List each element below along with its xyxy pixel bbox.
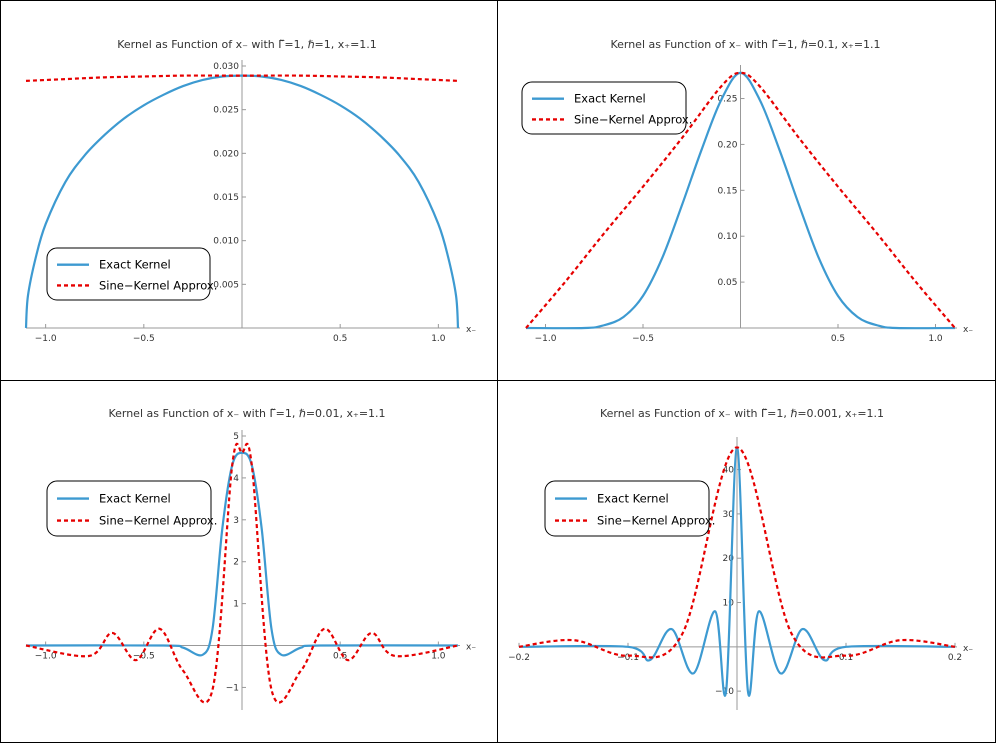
legend: Exact Kernel Sine−Kernel Approx. xyxy=(544,480,715,537)
x-tick-label: −0.2 xyxy=(508,653,530,663)
x-tick-label: 0.1 xyxy=(839,653,853,663)
chart-3: Kernel as Function of x₋ with Γ̃=1, ℏ=0.… xyxy=(25,407,476,710)
x-tick-label: 1.0 xyxy=(431,652,446,662)
x-tick-label: 1.0 xyxy=(928,334,943,344)
legend-label-sine: Sine−Kernel Approx. xyxy=(597,514,715,528)
legend: Exact Kernel Sine−Kernel Approx. xyxy=(46,480,217,537)
chart-panel-1: Kernel as Function of x₋ with Γ̃=1, ℏ=1,… xyxy=(0,0,498,381)
y-tick-label: 0.015 xyxy=(213,193,239,203)
y-tick-label: 0.025 xyxy=(213,106,239,116)
chart-panel-2: Kernel as Function of x₋ with Γ̃=1, ℏ=0.… xyxy=(497,0,996,381)
legend-box xyxy=(46,247,211,301)
x-tick-label: −0.5 xyxy=(133,652,155,662)
legend-box xyxy=(544,480,710,537)
x-axis-label: x₋ xyxy=(466,643,476,653)
legend: Exact Kernel Sine−Kernel Approx. xyxy=(521,81,692,135)
sine-kernel-line xyxy=(25,74,459,82)
x-tick-label: −1.0 xyxy=(35,652,57,662)
x-axis-label: x₋ xyxy=(963,644,973,654)
y-tick-label: −1 xyxy=(226,683,239,693)
x-tick-label: −0.5 xyxy=(632,334,654,344)
legend-label-exact: Exact Kernel xyxy=(597,492,669,506)
chart-title: Kernel as Function of x₋ with Γ̃=1, ℏ=1,… xyxy=(117,38,377,51)
y-tick-label: 0.010 xyxy=(213,237,239,247)
x-tick-label: 0.5 xyxy=(333,334,347,344)
x-tick-label: 0.2 xyxy=(948,653,962,663)
chart-title: Kernel as Function of x₋ with Γ̃=1, ℏ=0.… xyxy=(108,407,385,420)
chart-title: Kernel as Function of x₋ with Γ̃=1, ℏ=0.… xyxy=(600,407,884,420)
chart-panel-3: Kernel as Function of x₋ with Γ̃=1, ℏ=0.… xyxy=(0,380,498,743)
x-tick-label: −1.0 xyxy=(35,334,57,344)
y-tick-label: 0.05 xyxy=(717,278,737,288)
legend-label-exact: Exact Kernel xyxy=(574,92,646,106)
exact-kernel-line xyxy=(25,451,459,657)
x-axis-label: x₋ xyxy=(466,325,476,335)
chart-4: Kernel as Function of x₋ with Γ̃=1, ℏ=0.… xyxy=(508,407,973,710)
y-tick-label: 0.10 xyxy=(717,232,737,242)
sine-kernel-line xyxy=(518,446,956,659)
chart-panel-4: Kernel as Function of x₋ with Γ̃=1, ℏ=0.… xyxy=(497,380,996,743)
y-tick-label: 30 xyxy=(723,510,735,520)
y-tick-label: 1 xyxy=(233,600,239,610)
x-tick-label: −0.5 xyxy=(133,334,155,344)
sine-kernel-line xyxy=(525,71,956,329)
y-tick-label: 0.25 xyxy=(717,95,737,105)
exact-kernel-line xyxy=(24,74,460,329)
legend-label-sine: Sine−Kernel Approx. xyxy=(99,278,217,292)
legend-label-sine: Sine−Kernel Approx. xyxy=(574,112,692,126)
x-tick-label: −1.0 xyxy=(535,334,557,344)
y-tick-label: 4 xyxy=(233,474,239,484)
y-tick-label: 0.20 xyxy=(717,140,737,150)
y-tick-label: 5 xyxy=(233,432,239,442)
x-tick-label: 0.5 xyxy=(831,334,845,344)
x-tick-label: −0.1 xyxy=(617,653,639,663)
y-tick-label: 0.005 xyxy=(213,280,239,290)
legend-label-exact: Exact Kernel xyxy=(99,492,171,506)
y-tick-label: 0.020 xyxy=(213,149,239,159)
sine-kernel-line xyxy=(25,442,459,704)
exact-kernel-line xyxy=(525,71,956,330)
y-tick-label: 0.030 xyxy=(213,62,239,72)
legend: Exact Kernel Sine−Kernel Approx. xyxy=(46,247,217,301)
y-tick-label: 3 xyxy=(233,516,239,526)
y-tick-label: 10 xyxy=(723,599,735,609)
y-tick-label: 2 xyxy=(233,558,239,568)
x-axis-label: x₋ xyxy=(963,325,973,335)
y-tick-label: 20 xyxy=(723,554,735,564)
legend-box xyxy=(46,480,212,537)
chart-1: Kernel as Function of x₋ with Γ̃=1, ℏ=1,… xyxy=(24,38,476,344)
legend-box xyxy=(521,81,687,135)
x-tick-label: 1.0 xyxy=(431,334,446,344)
chart-title: Kernel as Function of x₋ with Γ̃=1, ℏ=0.… xyxy=(610,38,880,51)
chart-2: Kernel as Function of x₋ with Γ̃=1, ℏ=0.… xyxy=(521,38,973,344)
legend-label-exact: Exact Kernel xyxy=(99,258,171,272)
legend-label-sine: Sine−Kernel Approx. xyxy=(99,514,217,528)
y-tick-label: 0.15 xyxy=(717,186,737,196)
x-tick-label: 0.5 xyxy=(333,652,347,662)
y-tick-label: 40 xyxy=(723,466,735,476)
